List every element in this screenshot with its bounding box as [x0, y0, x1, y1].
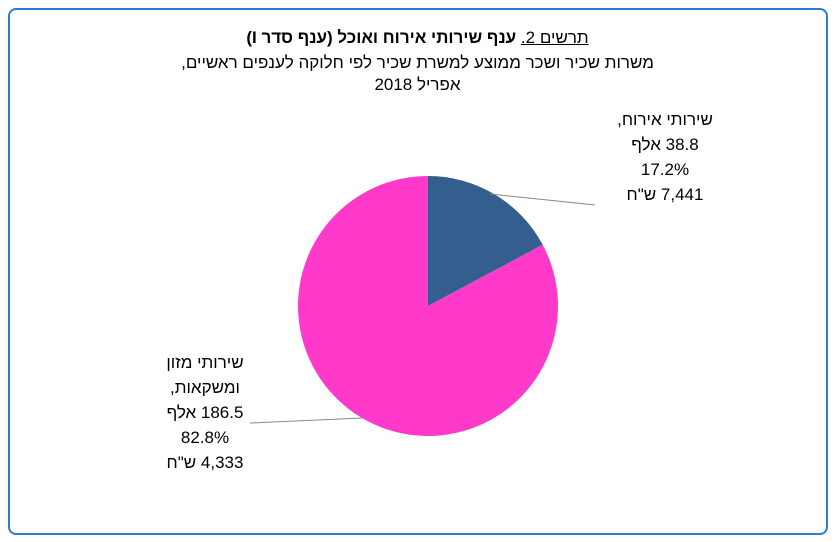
wage-label: 7,441 ש"ח [626, 185, 704, 204]
leader-line [249, 417, 363, 424]
chart-title: ענף שירותי אירוח ואוכל (ענף סדר I) [246, 28, 517, 47]
slice-label: שירותי אירוח, 38.8 אלף 17.2% 7,441 ש"ח [590, 107, 740, 207]
subtitle: אפריל 2018 [374, 75, 461, 94]
pie [298, 176, 558, 437]
pie-slice [298, 176, 558, 437]
employees-label: 186.5 אלף [166, 403, 244, 422]
category-label: שירותי מזון ומשקאות, [166, 353, 244, 397]
wage-label: 4,333 ש"ח [166, 453, 244, 472]
title-row: תרשים 2. ענף שירותי אירוח ואוכל (ענף סדר… [10, 26, 825, 50]
employees-label: 38.8 אלף [631, 135, 699, 154]
value-label: 82.8% [180, 428, 230, 447]
subtitle: משרות שכיר ושכר ממוצע למשרת שכיר לפי חלו… [181, 53, 654, 72]
pie-slice [428, 176, 543, 306]
title-label: תרשים 2. [520, 28, 589, 47]
value-label: 17.2% [640, 160, 690, 179]
leader-line [489, 193, 596, 206]
slice-label: שירותי מזון ומשקאות, 186.5 אלף 82.8% 4,3… [140, 350, 270, 475]
category-label: שירותי אירוח, [617, 110, 713, 129]
